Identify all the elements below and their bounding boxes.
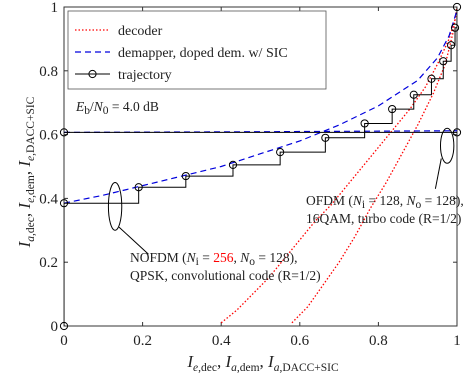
trajectory-marker (447, 41, 456, 50)
legend-swatch-trajectory-marker (88, 69, 97, 79)
legend-box (67, 10, 327, 90)
x-axis-label: Ie,dec, Ia,dem, Ia,DACC+SIC (186, 352, 339, 374)
trajectory-marker (228, 160, 238, 170)
trajectory-marker (439, 57, 448, 66)
trajectory-marker (360, 119, 369, 128)
legend-label-trajectory: trajectory (118, 68, 172, 83)
ofdm-leader-line (434, 158, 442, 189)
trajectory-marker (450, 23, 460, 32)
nofdm-annotation-line2: QPSK, convolutional code (R=1/2) (130, 268, 321, 283)
trajectory-marker (59, 199, 69, 208)
ofdm-annotation-line2: 16QAM, turbo code (R=1/2) (306, 211, 461, 226)
ofdm-ellipse (439, 127, 455, 164)
y-tick-label: 0.4 (39, 191, 58, 207)
trajectory-marker (452, 128, 462, 137)
trajectory-marker (181, 171, 190, 181)
trajectory-marker (388, 104, 397, 114)
y-tick-label: 0.2 (39, 255, 58, 271)
x-tick-label: 0.2 (133, 333, 152, 349)
trajectory-marker (59, 128, 69, 137)
y-tick-label: 0.8 (39, 64, 58, 80)
trajectory-markers (59, 2, 462, 331)
x-tick-label: 0.4 (212, 333, 231, 349)
legend-label-decoder: decoder (118, 24, 163, 39)
legend-label-demapper: demapper, doped dem. w/ SIC (118, 46, 288, 61)
trajectory-marker (321, 133, 330, 142)
y-tick-label: 1 (51, 0, 59, 16)
x-tick-label: 1 (453, 333, 461, 349)
legend: decoder demapper, doped dem. w/ SIC traj… (67, 10, 327, 90)
snr-label: Eb/N0 = 4.0 dB (75, 99, 159, 117)
y-tick-label: 0 (51, 319, 59, 335)
trajectory-marker (59, 321, 69, 331)
trajectory-marker (409, 90, 418, 99)
trajectory-marker (134, 183, 143, 192)
trajectory-line (64, 7, 457, 326)
trajectory-marker (452, 2, 462, 12)
ofdm-annotation-line1: OFDM (Ni = 128, No = 128), (306, 193, 464, 211)
nofdm-annotation-line1: NOFDM (Ni = 256, No = 128), (130, 250, 297, 268)
demapper-curve (64, 10, 457, 204)
trajectory-marker (276, 148, 285, 157)
trajectory-marker (427, 74, 436, 83)
nofdm-leader-line (118, 226, 149, 255)
y-tick-label: 0.6 (39, 128, 58, 144)
y-axis-label: Ia,dec, Ie,dem, Ie,DACC+SIC (15, 96, 37, 248)
x-tick-label: 0.6 (290, 333, 309, 349)
x-tick-label: 0.8 (369, 333, 388, 349)
annotation-layer (107, 127, 455, 255)
nofdm-ellipse (107, 181, 123, 231)
x-tick-label: 0 (60, 333, 68, 349)
